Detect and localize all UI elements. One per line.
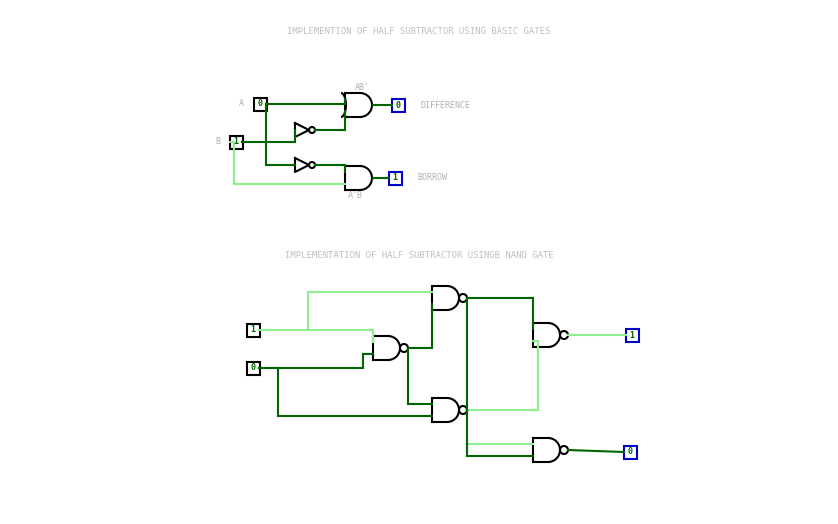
Bar (625, 329, 639, 342)
Text: 1: 1 (392, 173, 397, 182)
Bar (389, 171, 401, 184)
Text: IMPLEMENTION OF HALF SUBTRACTOR USING BASIC GATES: IMPLEMENTION OF HALF SUBTRACTOR USING BA… (287, 27, 551, 37)
Text: 1: 1 (629, 331, 634, 340)
Text: B: B (215, 137, 220, 147)
Bar (230, 136, 242, 148)
Text: 0: 0 (251, 364, 256, 373)
Text: BORROW: BORROW (417, 173, 447, 182)
Text: DIFFERENCE: DIFFERENCE (420, 101, 470, 110)
Text: A: A (239, 100, 244, 108)
Text: 0: 0 (396, 101, 401, 110)
Text: 1: 1 (234, 137, 239, 147)
Text: 1: 1 (251, 325, 256, 334)
Text: 0: 0 (257, 100, 262, 108)
Text: 0: 0 (628, 447, 633, 456)
Bar (246, 362, 260, 375)
Text: AB': AB' (354, 82, 370, 92)
Bar (391, 99, 405, 112)
Text: IMPLEMENTATION OF HALF SUBTRACTOR USINGB NAND GATE: IMPLEMENTATION OF HALF SUBTRACTOR USINGB… (285, 250, 553, 259)
Bar (623, 445, 637, 458)
Text: A'B: A'B (348, 191, 363, 201)
Bar (246, 323, 260, 336)
Bar (254, 97, 266, 111)
